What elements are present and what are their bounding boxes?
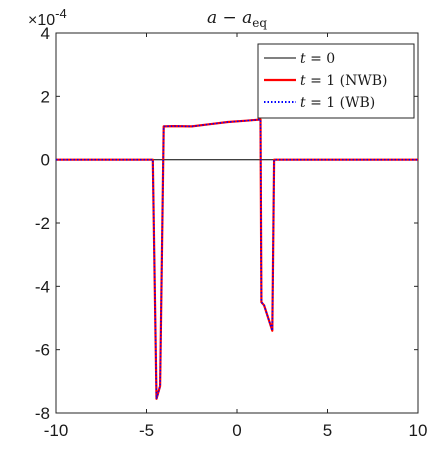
x-tick-label: -5 [139, 421, 154, 440]
legend-suffix: (NWB) [335, 73, 387, 89]
legend-variable: t [300, 51, 306, 67]
y-exponent-power: -4 [55, 6, 67, 21]
y-tick-label: -4 [35, 277, 50, 296]
legend-value: = 1 [306, 95, 336, 111]
series-line-1 [56, 118, 418, 400]
legend-label-2: t = 1 (WB) [300, 95, 375, 111]
chart-title-subscript: eq [252, 16, 267, 30]
legend-value: = 1 [306, 73, 336, 89]
legend-value: = 0 [306, 51, 336, 67]
x-tick-label: -10 [44, 421, 69, 440]
chart-title-main: a − a [207, 8, 252, 28]
legend-variable: t [300, 95, 306, 111]
x-tick-label: 0 [232, 421, 241, 440]
y-exponent-base: ×10 [28, 12, 55, 29]
y-scale-exponent: ×10-4 [28, 6, 67, 29]
y-tick-label: -6 [35, 341, 50, 360]
chart-title: a − aeq [207, 8, 267, 30]
legend-variable: t [300, 73, 306, 89]
x-tick-label: 5 [323, 421, 332, 440]
y-tick-label: -8 [35, 404, 50, 423]
legend-label-1: t = 1 (NWB) [300, 73, 388, 89]
y-tick-label: -2 [35, 214, 50, 233]
y-tick-label: 4 [41, 24, 50, 43]
legend-label-0: t = 0 [300, 51, 335, 67]
x-tick-label: 10 [409, 421, 428, 440]
y-tick-label: 2 [41, 87, 50, 106]
legend-suffix: (WB) [335, 95, 375, 111]
y-tick-label: 0 [41, 151, 50, 170]
